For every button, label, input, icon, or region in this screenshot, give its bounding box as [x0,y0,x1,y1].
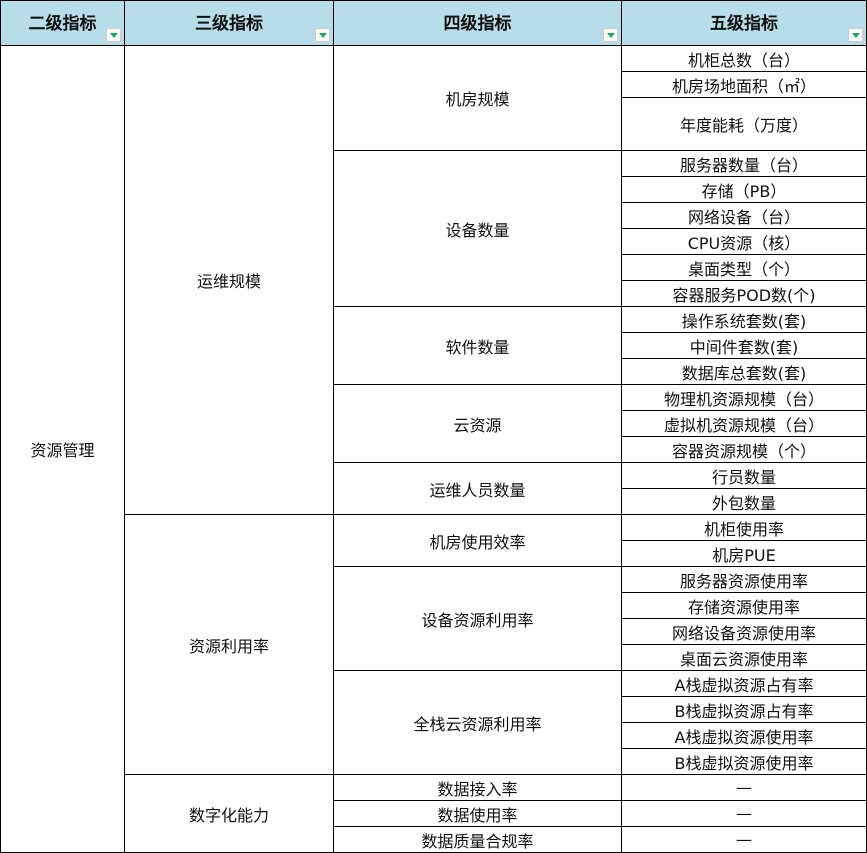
level5-cell[interactable]: 桌面云资源使用率 [621,644,867,671]
level3-cell[interactable]: 数字化能力 [124,774,334,853]
header-row: 二级指标 三级指标 四级指标 五级指标 [0,0,867,46]
level5-cell[interactable]: — [621,800,867,827]
level5-cell[interactable]: 服务器资源使用率 [621,566,867,593]
header-level5: 五级指标 [621,0,867,46]
table-row: 网络设备资源使用率 [1,618,867,645]
filter-dropdown-icon[interactable] [315,28,330,42]
level5-cell[interactable]: CPU资源（核） [621,228,867,255]
table-row: 数据使用率 — [1,800,867,827]
filter-dropdown-icon[interactable] [603,28,618,42]
level5-cell[interactable]: B栈虚拟资源占有率 [621,696,867,723]
level5-cell[interactable]: 网络设备资源使用率 [621,618,867,645]
table-row: 资源利用率 机房使用效率 机柜使用率 [1,514,867,775]
table-row: 桌面类型（个） [1,254,867,281]
level5-cell[interactable]: 行员数量 [621,462,867,489]
table-row: 数字化能力 数据接入率 — [1,774,867,853]
table-row: CPU资源（核） [1,228,867,255]
table-row: 全栈云资源利用率 A栈虚拟资源占有率 [1,670,867,775]
level5-cell[interactable]: 桌面类型（个） [621,254,867,281]
level5-cell[interactable]: 机柜使用率 [621,514,867,541]
table-row: 机房PUE [1,540,867,567]
table-row: 资源管理 运维规模 机房规模 机柜总数（台） [0,45,867,853]
table-row: 桌面云资源使用率 [1,644,867,671]
table-row: 外包数量 [1,488,867,515]
table-row: 数据库总套数(套) [1,358,867,385]
table-row: 中间件套数(套) [1,332,867,359]
level5-cell[interactable]: 机房场地面积（㎡） [621,71,867,98]
level4-cell[interactable]: 设备数量 [333,150,622,307]
table-row: 网络设备（台） [1,202,867,229]
header-level3: 三级指标 [124,0,334,46]
header-label: 五级指标 [710,13,778,34]
table-row: 年度能耗（万度） [1,97,867,151]
level5-cell[interactable]: — [621,774,867,801]
level4-cell[interactable]: 机房规模 [333,45,622,151]
header-level2: 二级指标 [0,0,125,46]
level5-cell[interactable]: 数据库总套数(套) [621,358,867,385]
level5-cell[interactable]: 机柜总数（台） [621,45,867,72]
level4-cell[interactable]: 机房使用效率 [333,514,622,567]
filter-dropdown-icon[interactable] [106,28,121,42]
table-row: 容器服务POD数(个) [1,280,867,307]
table-row: 软件数量 操作系统套数(套) [1,306,867,385]
level5-cell[interactable]: 机房PUE [621,540,867,567]
level5-cell[interactable]: 操作系统套数(套) [621,306,867,333]
table-row: 容器资源规模（个） [1,436,867,463]
level4-cell[interactable]: 运维人员数量 [333,462,622,515]
level5-cell[interactable]: 年度能耗（万度） [621,97,867,151]
table-row: 数据质量合规率 — [1,826,867,853]
level5-cell[interactable]: 外包数量 [621,488,867,515]
level5-cell[interactable]: 网络设备（台） [621,202,867,229]
level5-cell[interactable]: 服务器数量（台） [621,150,867,177]
level5-cell[interactable]: 中间件套数(套) [621,332,867,359]
table-row: A栈虚拟资源使用率 [1,722,867,749]
header-label: 三级指标 [195,13,263,34]
level5-cell[interactable]: — [621,826,867,853]
level4-cell[interactable]: 数据质量合规率 [333,826,622,853]
table-row: 存储资源使用率 [1,592,867,619]
level5-cell[interactable]: 存储（PB） [621,176,867,203]
level4-cell[interactable]: 云资源 [333,384,622,463]
table-row: 虚拟机资源规模（台） [1,410,867,437]
header-label: 四级指标 [443,13,512,34]
level2-cell[interactable]: 资源管理 [0,45,125,853]
level5-cell[interactable]: A栈虚拟资源占有率 [621,670,867,697]
table-row: 云资源 物理机资源规模（台） [1,384,867,463]
table-row: 机房场地面积（㎡） [1,71,867,98]
level5-cell[interactable]: 存储资源使用率 [621,592,867,619]
level5-cell[interactable]: 容器资源规模（个） [621,436,867,463]
level5-cell[interactable]: 物理机资源规模（台） [621,384,867,411]
table-row: 存储（PB） [1,176,867,203]
level5-cell[interactable]: 容器服务POD数(个) [621,280,867,307]
level4-cell[interactable]: 全栈云资源利用率 [333,670,622,775]
level3-cell[interactable]: 运维规模 [124,45,334,515]
table-row: B栈虚拟资源使用率 [1,748,867,775]
level4-cell[interactable]: 数据接入率 [333,774,622,801]
table-row: 设备资源利用率 服务器资源使用率 [1,566,867,671]
level4-cell[interactable]: 设备资源利用率 [333,566,622,671]
level4-cell[interactable]: 软件数量 [333,306,622,385]
table-row: 运维人员数量 行员数量 [1,462,867,515]
header-level4: 四级指标 [333,0,622,46]
filter-dropdown-icon[interactable] [848,28,863,42]
level4-cell[interactable]: 数据使用率 [333,800,622,827]
level5-cell[interactable]: A栈虚拟资源使用率 [621,722,867,749]
header-label: 二级指标 [28,13,97,34]
level3-cell[interactable]: 资源利用率 [124,514,334,775]
level5-cell[interactable]: B栈虚拟资源使用率 [621,748,867,775]
level5-cell[interactable]: 虚拟机资源规模（台） [621,410,867,437]
